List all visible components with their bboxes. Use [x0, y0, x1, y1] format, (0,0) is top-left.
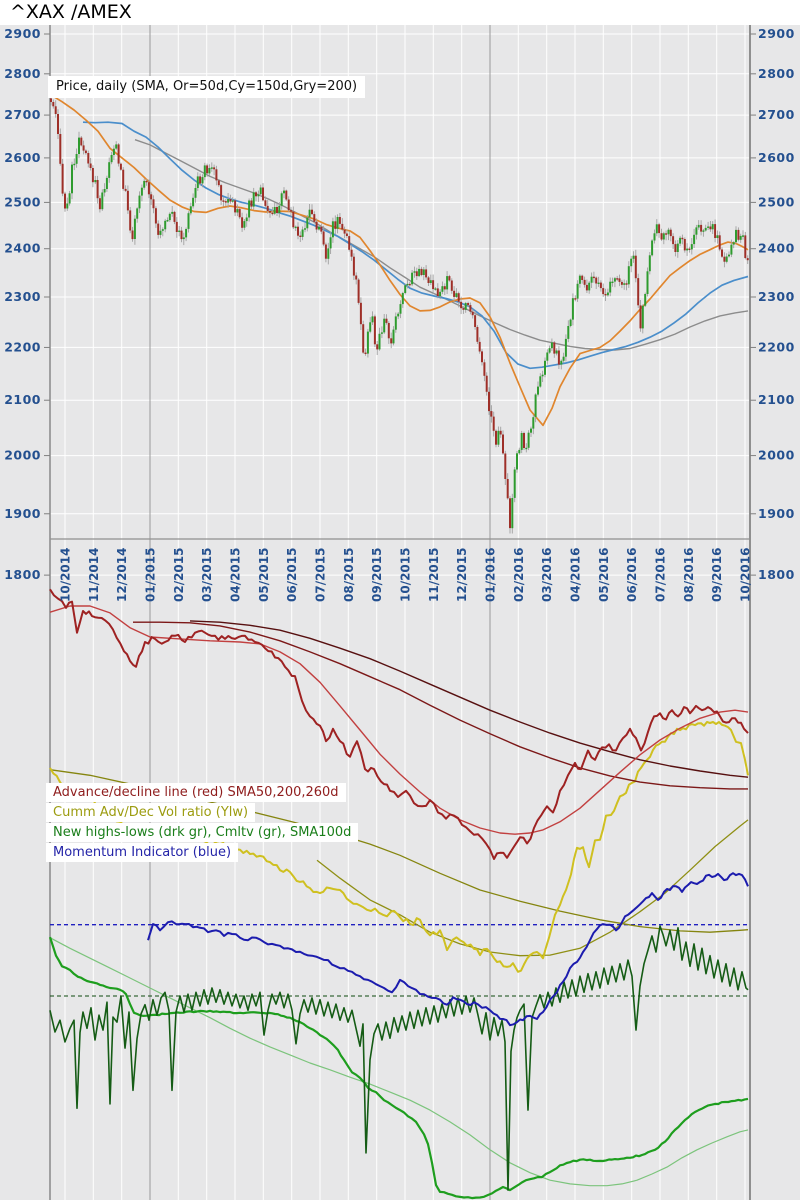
x-tick-label: 03/2015	[200, 548, 214, 602]
indicator-legend: Advance/decline line (red) SMA50,200,260…	[46, 783, 359, 863]
y-tick-label-left: 1900	[4, 506, 41, 521]
x-tick-label: 11/2015	[427, 548, 441, 602]
advance-decline-line-line	[49, 588, 749, 860]
y-tick-label-right: 2100	[758, 392, 795, 407]
y-tick-label-left: 2300	[4, 289, 41, 304]
x-tick-label: 09/2015	[370, 548, 384, 602]
y-tick-label-left: 2900	[4, 26, 41, 41]
y-tick-label-right: 2600	[758, 150, 795, 165]
x-tick-label: 07/2016	[654, 548, 668, 602]
y-tick-label-left: 2800	[4, 66, 41, 81]
y-tick-label-left: 2500	[4, 194, 41, 209]
y-tick-label-left: 2700	[4, 107, 41, 122]
y-tick-label-left: 2400	[4, 241, 41, 256]
cumulative-highs-lows-line	[48, 936, 749, 1200]
y-tick-label-right: 2700	[758, 107, 795, 122]
x-tick-label: 05/2015	[257, 548, 271, 602]
advdec-sma260d-line	[189, 620, 749, 778]
y-tick-label-right: 2300	[758, 289, 795, 304]
y-tick-label-left: 2600	[4, 150, 41, 165]
panel-borders	[49, 25, 751, 1200]
price-legend: Price, daily (SMA, Or=50d,Cy=150d,Gry=20…	[48, 76, 366, 98]
y-tick-label-left: 1800	[4, 567, 41, 582]
y-tick-label-left: 2000	[4, 448, 41, 463]
x-tick-label: 02/2016	[512, 548, 526, 602]
sma150d-line	[82, 121, 749, 370]
legend-advdec-vol-ratio: Cumm Adv/Dec Vol ratio (Ylw)	[46, 803, 256, 822]
sma50d-line	[49, 93, 749, 427]
y-tick-label-left: 2200	[4, 339, 41, 354]
legend-advance-decline: Advance/decline line (red) SMA50,200,260…	[46, 783, 346, 802]
y-tick-label-right: 2500	[758, 194, 795, 209]
y-tick-label-right: 2200	[758, 339, 795, 354]
x-tick-label: 05/2016	[597, 548, 611, 602]
x-tick-label: 04/2015	[229, 548, 243, 602]
x-tick-label: 01/2016	[484, 548, 498, 602]
cumm-advdec-vol-sma-fast-line	[316, 819, 749, 957]
horizontal-gridlines	[50, 33, 750, 576]
y-tick-label-left: 2100	[4, 392, 41, 407]
legend-new-highs-lows: New highs-lows (drk gr), Cmltv (gr), SMA…	[46, 823, 359, 842]
sma100d-green-line	[49, 937, 749, 1187]
legend-momentum: Momentum Indicator (blue)	[46, 843, 239, 862]
x-tick-label: 10/2014	[59, 548, 73, 602]
x-tick-label: 12/2014	[115, 548, 129, 602]
x-tick-label: 08/2016	[682, 548, 696, 602]
x-tick-label: 12/2015	[455, 548, 469, 602]
y-tick-label-right: 1900	[758, 506, 795, 521]
y-tick-label-right: 1800	[758, 567, 795, 582]
x-axis-month-labels: 10/2014 11/2014 12/2014 01/2015 02/2015 03/20…	[59, 548, 753, 602]
x-tick-label: 03/2016	[540, 548, 554, 602]
x-tick-label: 11/2014	[87, 548, 101, 602]
x-tick-label: 08/2015	[342, 548, 356, 602]
y-tick-label-right: 2400	[758, 241, 795, 256]
vertical-gridlines	[64, 25, 746, 1200]
y-tick-label-right: 2800	[758, 66, 795, 81]
price-y-axis: 2900 2900 2800 2800 2700 2700 2600 2600 2500 2500…	[4, 26, 795, 582]
y-tick-label-right: 2900	[758, 26, 795, 41]
x-tick-label: 10/2016	[739, 548, 753, 602]
momentum-indicator-line	[147, 872, 749, 1027]
new-highs-lows-line	[49, 925, 749, 1191]
x-tick-label: 10/2015	[399, 548, 413, 602]
x-tick-label: 04/2016	[569, 548, 583, 602]
x-tick-label: 02/2015	[172, 548, 186, 602]
y-tick-label-right: 2000	[758, 448, 795, 463]
advdec-sma200d-line	[133, 621, 748, 790]
price-candles	[50, 92, 749, 534]
x-tick-label: 01/2015	[144, 548, 158, 602]
x-tick-label: 09/2016	[710, 548, 724, 602]
x-tick-label: 06/2016	[625, 548, 639, 602]
title-strip	[0, 0, 800, 25]
page-title: ^XAX /AMEX	[10, 1, 132, 23]
x-tick-label: 06/2015	[285, 548, 299, 602]
x-tick-label: 07/2015	[314, 548, 328, 602]
